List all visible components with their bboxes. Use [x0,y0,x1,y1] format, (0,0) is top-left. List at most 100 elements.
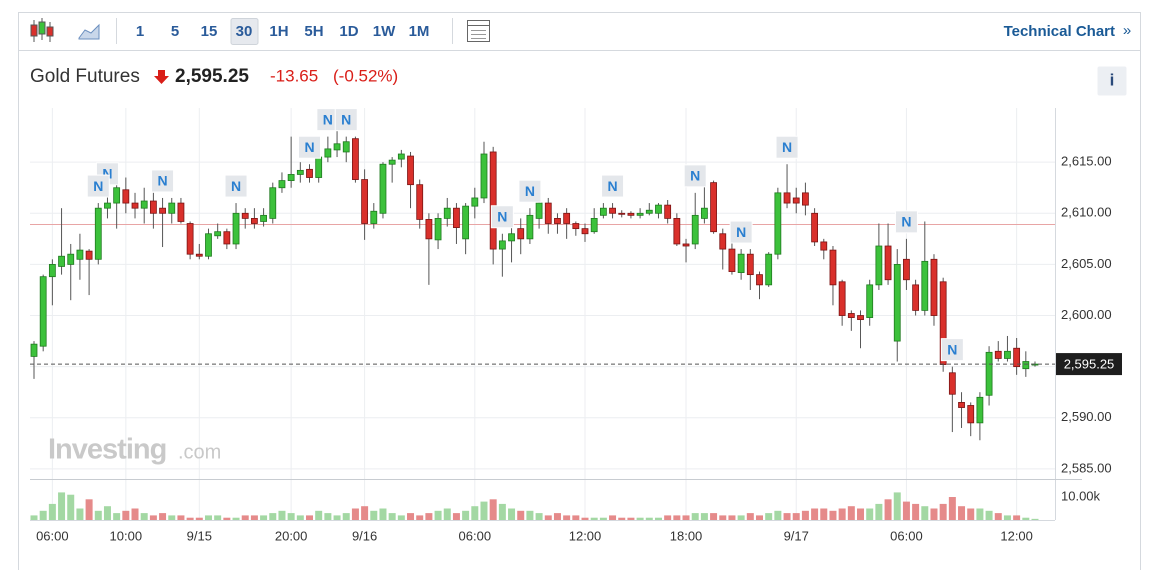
news-marker[interactable] [683,164,707,188]
info-button[interactable] [1097,66,1127,96]
volume-bar [1022,517,1030,520]
interval-button[interactable]: 15 [201,23,218,40]
news-marker-label[interactable]: N [690,168,700,184]
news-marker[interactable] [151,169,175,193]
news-marker-label[interactable]: N [901,214,911,230]
volume-bar [39,510,47,520]
news-marker[interactable] [224,174,248,198]
volume-bar [884,499,892,520]
volume-bar [452,513,460,520]
candle-body [260,214,267,222]
candle-body [673,218,681,245]
volume-bar [921,506,929,520]
news-marker[interactable] [298,135,322,159]
candle-body [783,192,791,204]
last-price-label: 2,595.25 [1064,357,1115,372]
candle-body [599,207,607,216]
volume-bar [278,510,286,520]
news-marker-label[interactable]: N [93,178,103,194]
info-icon[interactable]: i [1110,70,1115,89]
table-icon[interactable] [467,20,490,42]
news-marker-label[interactable]: N [323,111,333,127]
volume-bar [783,513,791,520]
news-marker-label[interactable]: N [304,139,314,155]
candle-body [168,202,176,214]
candle-body [829,249,837,286]
news-marker-label[interactable]: N [607,178,617,194]
candle-body [269,187,277,219]
news-marker[interactable] [729,220,753,244]
x-tick-label: 20:00 [275,528,308,543]
volume-bar [306,515,314,520]
news-marker-label[interactable]: N [497,208,507,224]
candle-body [195,253,203,257]
candle-body [30,343,38,357]
candle-body [655,204,662,214]
volume-bar [361,506,369,520]
volume-bar [609,515,617,520]
candle-body [820,241,828,251]
interval-button[interactable]: 1H [269,23,288,40]
news-marker[interactable] [940,338,964,362]
candle-body [241,212,249,219]
candle-body [691,214,699,245]
last-price-box [1056,353,1122,376]
candle-body [719,233,727,250]
interval-button[interactable]: 1W [373,23,396,40]
volume-bar [526,510,534,520]
volume-bar [67,494,75,520]
candle-body [792,197,800,204]
volume-bar [480,501,488,520]
interval-button[interactable]: 5 [171,23,179,40]
interval-button[interactable]: 5H [304,23,323,40]
candle-body [590,218,598,233]
news-marker-label[interactable]: N [525,183,535,199]
candle-body [774,192,782,255]
area-icon[interactable] [78,23,100,40]
link-arrow[interactable]: » [1123,22,1131,39]
candle-body [544,202,552,224]
candle-body [948,372,956,395]
candle-body [131,202,139,209]
candle-body [434,218,442,241]
news-marker-label[interactable]: N [736,224,746,240]
candle-body [746,253,754,276]
candle-body [94,207,102,260]
candle-body [315,156,323,178]
news-marker-label[interactable]: N [341,111,351,127]
candle-body [893,264,901,342]
candle-body [921,260,929,311]
candle-body [838,281,846,316]
volume-bar [893,492,901,520]
interval-button[interactable]: 1M [409,23,430,40]
x-tick-label: 12:00 [569,528,602,543]
interval-button[interactable]: 30 [236,23,253,40]
news-marker[interactable] [518,179,542,203]
news-marker[interactable] [894,210,918,234]
down-arrow [154,70,169,84]
news-marker[interactable] [86,174,110,198]
x-tick-label: 06:00 [890,528,923,543]
news-marker-label[interactable]: N [782,139,792,155]
volume-bar [342,513,350,520]
volume-bar [508,508,516,520]
interval-button[interactable]: 1D [339,23,358,40]
news-marker-label[interactable]: N [947,341,957,357]
candle-body [205,233,212,257]
technical-chart-link[interactable]: Technical Chart [1004,23,1115,40]
active-interval-bg [230,18,259,45]
candle-body [581,228,589,235]
news-marker-label[interactable]: N [102,166,112,182]
news-marker-label[interactable]: N [231,178,241,194]
volume-bar [416,515,424,520]
news-marker[interactable] [775,135,799,159]
candle-body [1013,347,1021,368]
news-marker-label[interactable]: N [158,173,168,189]
candle-icon[interactable] [30,18,54,42]
interval-button[interactable]: 1 [136,23,144,40]
news-marker[interactable] [490,205,514,229]
news-marker[interactable] [601,174,625,198]
candle-body [58,255,65,267]
news-marker[interactable] [334,108,358,132]
volume-bar [214,515,222,520]
